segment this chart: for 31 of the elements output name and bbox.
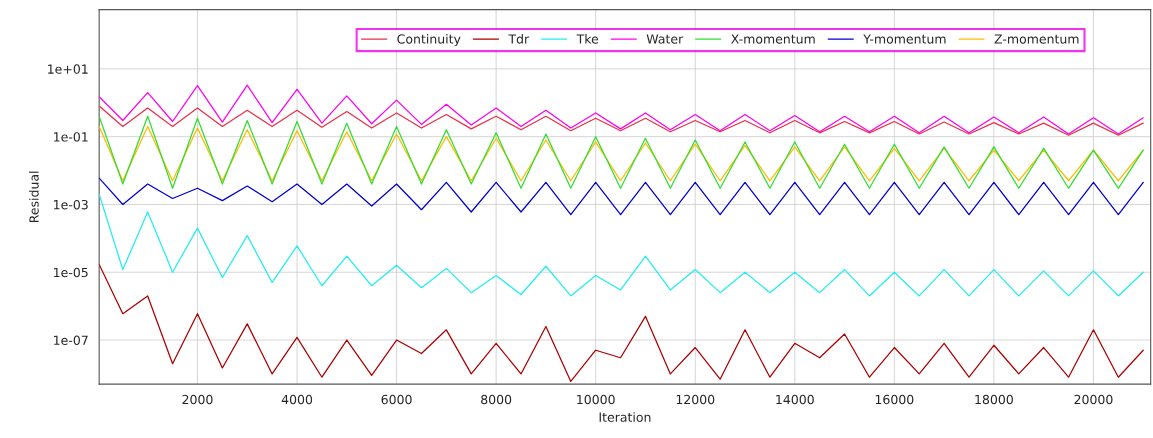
legend-label: Water bbox=[646, 34, 684, 44]
x-tick-label: 6000 bbox=[381, 394, 412, 405]
x-tick-label: 4000 bbox=[281, 394, 313, 405]
x-tick-label: 20000 bbox=[1074, 394, 1113, 405]
y-axis-title: Residual bbox=[29, 171, 39, 223]
legend-label: Continuity bbox=[397, 33, 461, 47]
legend-label: Tke bbox=[576, 33, 599, 44]
y-tick-label: 1e+01 bbox=[48, 64, 88, 74]
line-series bbox=[99, 105, 1144, 136]
x-tick-label: 10000 bbox=[577, 394, 615, 405]
x-tick-label: 8000 bbox=[481, 394, 512, 405]
y-tick-label: 1e-01 bbox=[54, 132, 88, 142]
line-series bbox=[99, 84, 1144, 135]
legend-label: Z-momentum bbox=[994, 34, 1079, 44]
x-tick-label: 16000 bbox=[875, 394, 914, 405]
line-series bbox=[99, 193, 1144, 297]
legend-label: Y-momentum bbox=[863, 34, 946, 44]
line-series bbox=[99, 115, 1144, 189]
line-series bbox=[99, 125, 1144, 182]
y-tick-label: 1e-03 bbox=[54, 199, 88, 210]
y-tick-label: 1e-07 bbox=[54, 335, 88, 345]
x-tick-label: 2000 bbox=[182, 394, 213, 405]
x-tick-label: 18000 bbox=[975, 394, 1013, 405]
line-series bbox=[99, 263, 1144, 383]
y-tick-label: 1e-05 bbox=[54, 267, 88, 278]
legend-label: X-momentum bbox=[731, 34, 815, 44]
x-axis-title: Iteration bbox=[599, 412, 651, 422]
x-tick-label: 14000 bbox=[776, 394, 814, 405]
legend-label: Tdr bbox=[508, 33, 530, 44]
x-tick-label: 12000 bbox=[676, 394, 715, 405]
line-series bbox=[99, 177, 1144, 216]
